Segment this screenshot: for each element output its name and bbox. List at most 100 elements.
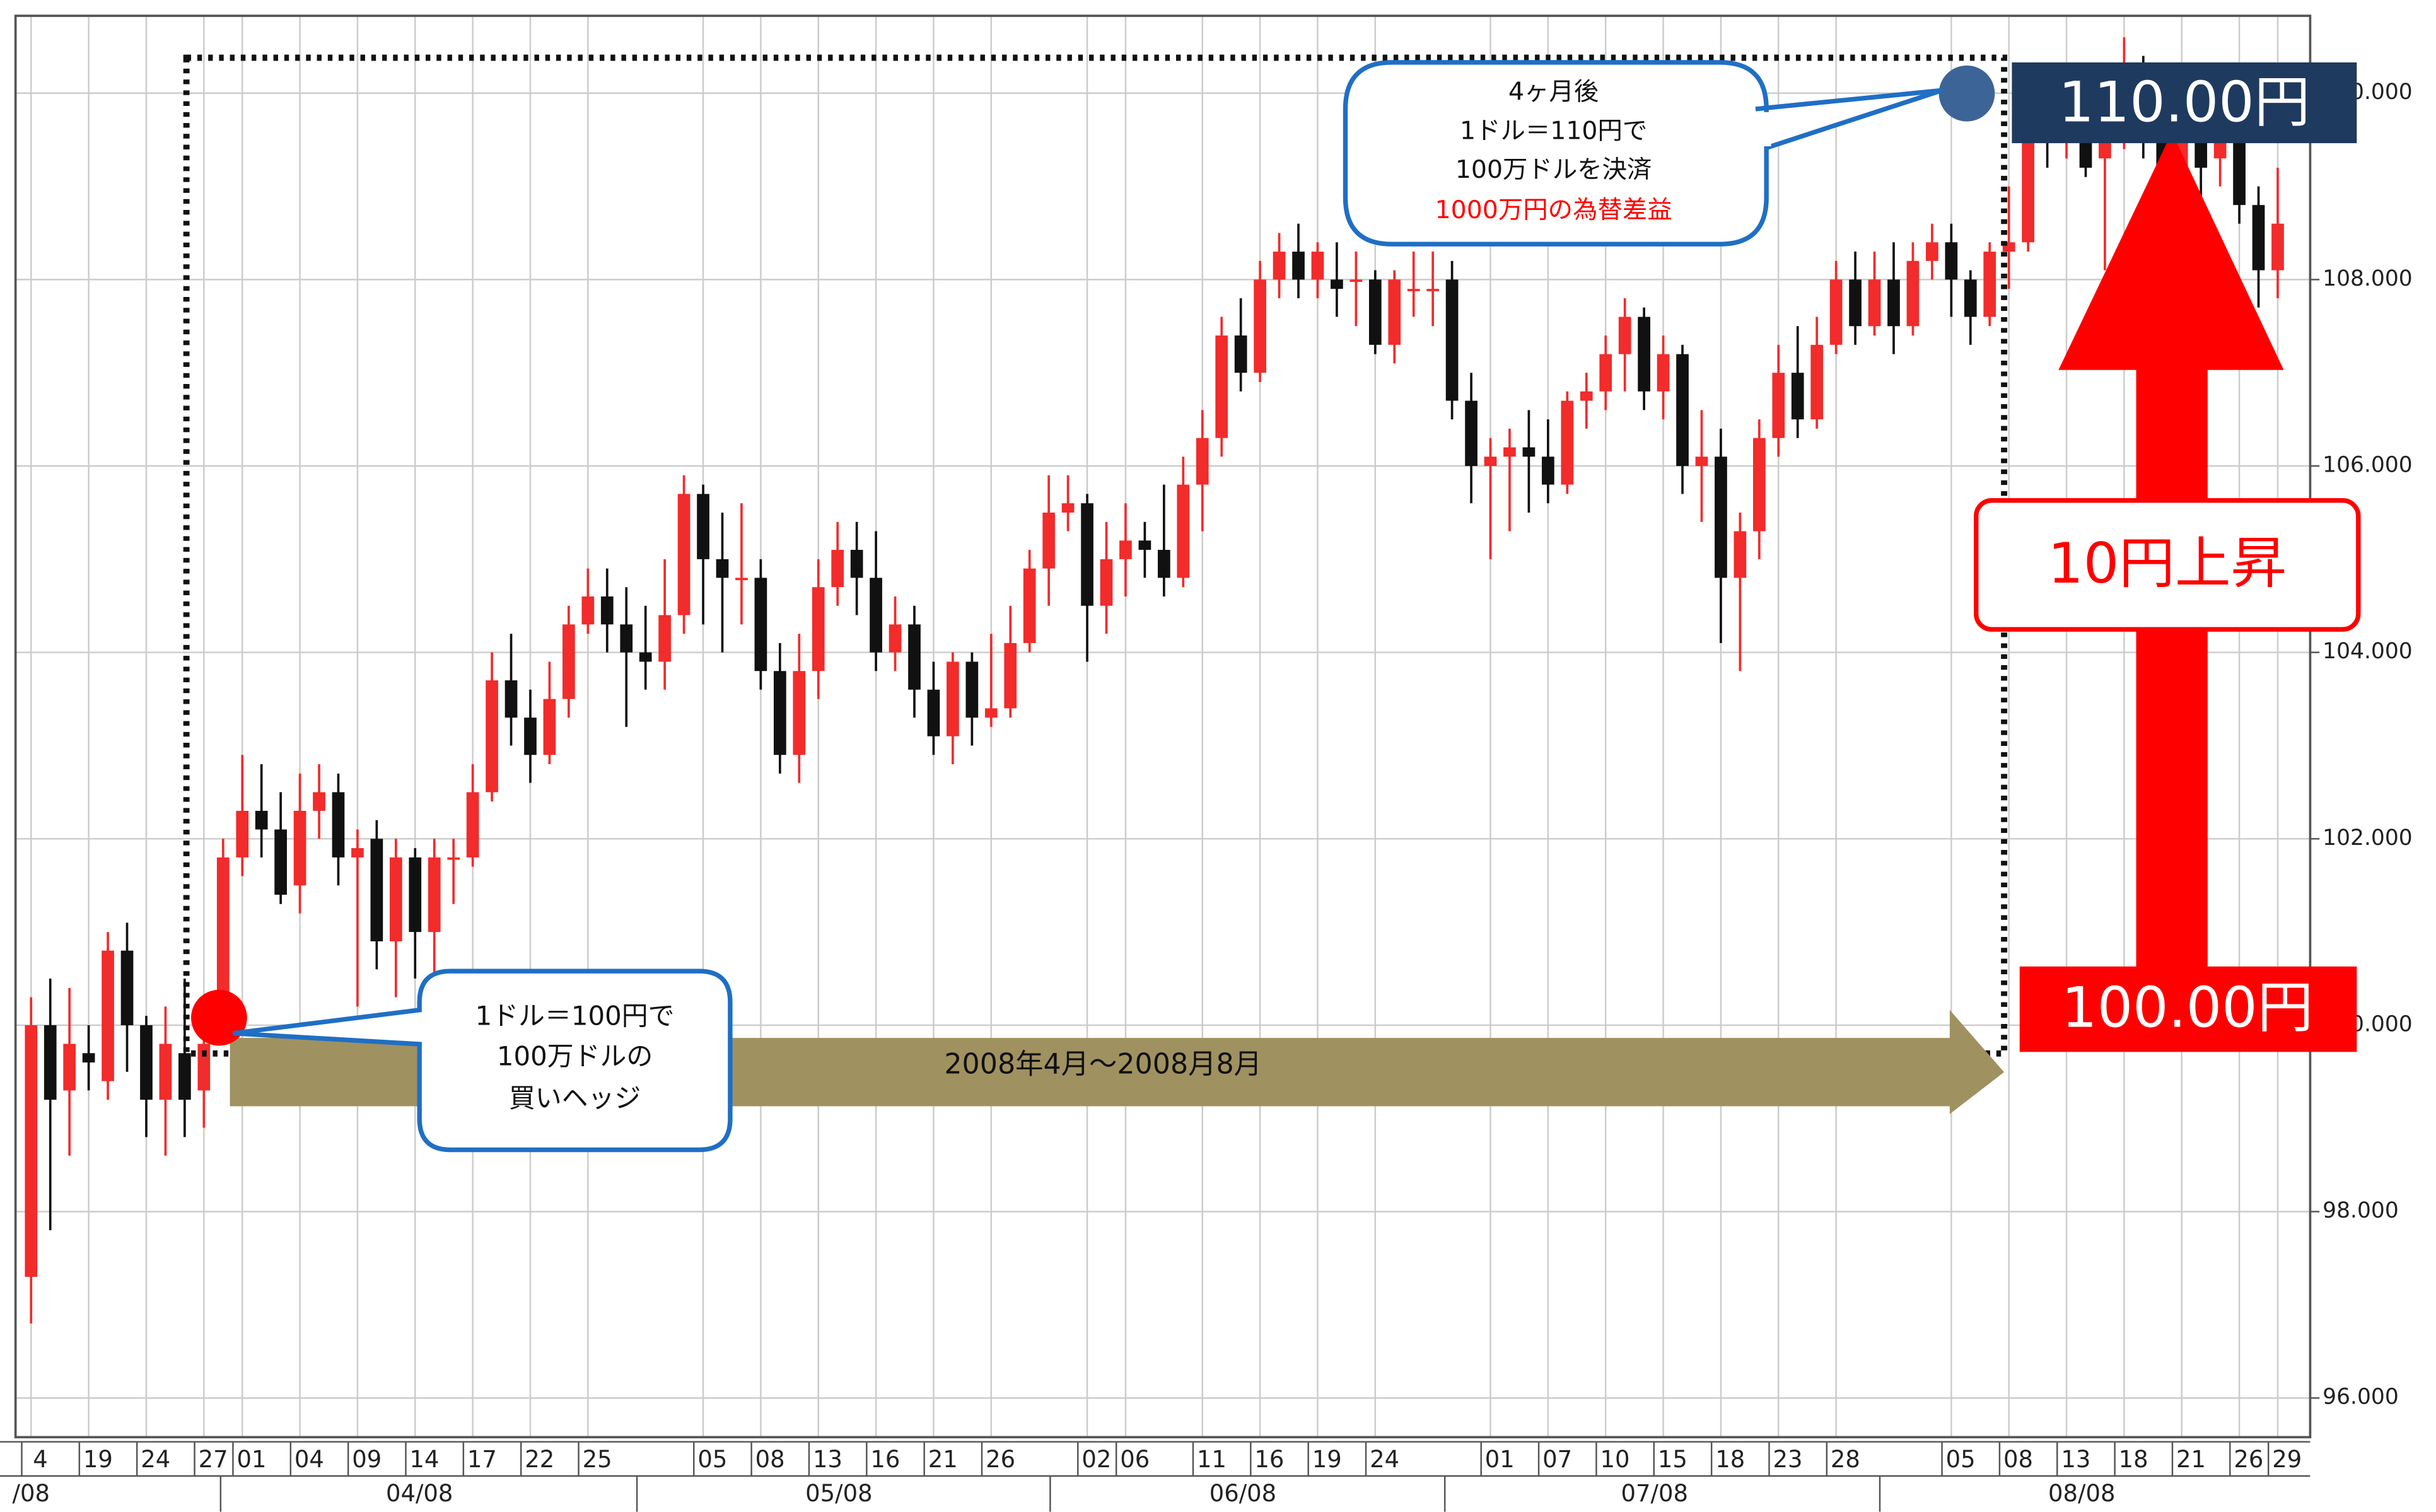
candle-body xyxy=(197,1044,211,1091)
exit-dot xyxy=(1938,65,1995,122)
candle-body xyxy=(1887,279,1900,327)
candle-body xyxy=(812,587,825,672)
x-tick-label: 07 xyxy=(1542,1446,1572,1473)
candle-body xyxy=(2252,205,2265,270)
candle-body xyxy=(1465,400,1477,467)
entry-price-box xyxy=(2019,966,2357,1052)
candle-body xyxy=(1752,438,1766,532)
candle-body xyxy=(1119,540,1132,559)
month-label: 08/08 xyxy=(2048,1480,2115,1507)
candle-body xyxy=(63,1044,76,1091)
x-tick-label: 17 xyxy=(467,1446,497,1473)
candle-body xyxy=(236,810,249,858)
exit-price: 110.00円 xyxy=(2058,69,2310,134)
x-tick-label: 11 xyxy=(1197,1446,1227,1473)
x-tick-label: 4 xyxy=(33,1446,48,1473)
y-tick-label: 98.000 xyxy=(2322,1198,2399,1223)
candle-body xyxy=(1868,279,1881,327)
candle-body xyxy=(581,596,595,625)
x-tick-label: 19 xyxy=(83,1446,113,1473)
annotations: 2008年4月〜2008月8月 1ドル＝100円で 100万ドルの 買いヘッジ … xyxy=(183,54,2361,1153)
x-tick-label: 15 xyxy=(1658,1446,1687,1473)
candle-body xyxy=(1791,373,1804,420)
candle-body xyxy=(1580,391,1593,401)
candle-body xyxy=(927,689,940,736)
candle-body xyxy=(947,661,959,736)
candle-body xyxy=(1368,279,1382,345)
candle-body xyxy=(850,550,863,578)
x-tick-label: 24 xyxy=(1370,1446,1399,1473)
candle-body xyxy=(908,624,921,690)
candle-body xyxy=(370,839,383,941)
candle-body xyxy=(82,1053,95,1063)
candle-body xyxy=(716,559,729,578)
candle-body xyxy=(1772,373,1785,438)
x-tick-label: 13 xyxy=(2061,1446,2090,1473)
candle-body xyxy=(178,1053,191,1100)
candle-body xyxy=(870,578,882,653)
month-label: 07/08 xyxy=(1621,1480,1688,1507)
candle-body xyxy=(25,1025,38,1277)
x-tick-label: 25 xyxy=(583,1446,612,1473)
exit-note: 4ヶ月後 xyxy=(1508,78,1599,107)
candle-body xyxy=(2213,139,2227,159)
x-tick-label: 23 xyxy=(1773,1446,1803,1473)
candle-body xyxy=(1926,242,1938,261)
candle-body xyxy=(1061,503,1075,513)
x-tick-label: 22 xyxy=(525,1446,554,1473)
entry-note: 100万ドルの xyxy=(497,1041,653,1072)
candle-body xyxy=(1042,512,1056,569)
candle-body xyxy=(697,494,709,559)
candle-body xyxy=(255,810,268,830)
x-tick-label: 04 xyxy=(294,1446,324,1473)
y-tick-label: 102.000 xyxy=(2322,825,2413,851)
x-tick-label: 21 xyxy=(2176,1446,2206,1473)
candle-body xyxy=(1715,457,1727,578)
candle-body xyxy=(504,680,518,718)
candle-body xyxy=(428,857,441,933)
exit-price-box xyxy=(2012,62,2357,144)
exit-callout xyxy=(1343,60,1943,247)
candle-body xyxy=(1196,438,1209,485)
candle-body xyxy=(1522,447,1536,457)
candle-body xyxy=(1829,279,1843,345)
candle-body xyxy=(562,624,575,699)
x-tick-label: 27 xyxy=(199,1446,228,1473)
y-tick-label: 96.000 xyxy=(2322,1385,2399,1410)
candle-body xyxy=(2022,112,2034,243)
entry-price: 100.00円 xyxy=(2061,975,2313,1040)
candle-body xyxy=(351,848,364,858)
candle-body xyxy=(2271,223,2284,270)
candle-body xyxy=(1638,317,1650,392)
entry-callout xyxy=(233,968,733,1153)
candle-body xyxy=(1445,279,1459,401)
month-label: 04/08 xyxy=(386,1480,453,1507)
rise-arrow-shaft xyxy=(2136,361,2208,975)
x-tick-label: 10 xyxy=(1600,1446,1630,1473)
x-tick-label: 16 xyxy=(1254,1446,1284,1473)
exit-note: 1000万円の為替差益 xyxy=(1435,195,1672,224)
entry-note: 1ドル＝100円で xyxy=(475,1001,675,1032)
candle-body xyxy=(754,578,767,672)
entry-note: 買いヘッジ xyxy=(509,1083,641,1114)
candle-body xyxy=(1331,279,1343,289)
candle-body xyxy=(1004,643,1017,709)
candle-body xyxy=(1983,252,1996,317)
x-tick-label: 14 xyxy=(410,1446,440,1473)
candle-body xyxy=(1273,252,1286,280)
candle-body xyxy=(409,857,422,933)
candle-body xyxy=(1292,252,1305,280)
y-tick-label: 104.000 xyxy=(2322,639,2413,664)
candle-body xyxy=(1138,540,1151,550)
x-tick-label: 09 xyxy=(352,1446,382,1473)
y-tick-label: 108.000 xyxy=(2322,266,2413,291)
candle-body xyxy=(1657,354,1670,392)
candle-body xyxy=(1945,242,1958,280)
x-tick-label: 02 xyxy=(1081,1446,1111,1473)
candle-body xyxy=(466,792,479,858)
candle-body xyxy=(447,857,460,860)
candle-body xyxy=(793,671,806,755)
x-tick-label: 13 xyxy=(813,1446,842,1473)
candle-body xyxy=(1599,354,1612,392)
